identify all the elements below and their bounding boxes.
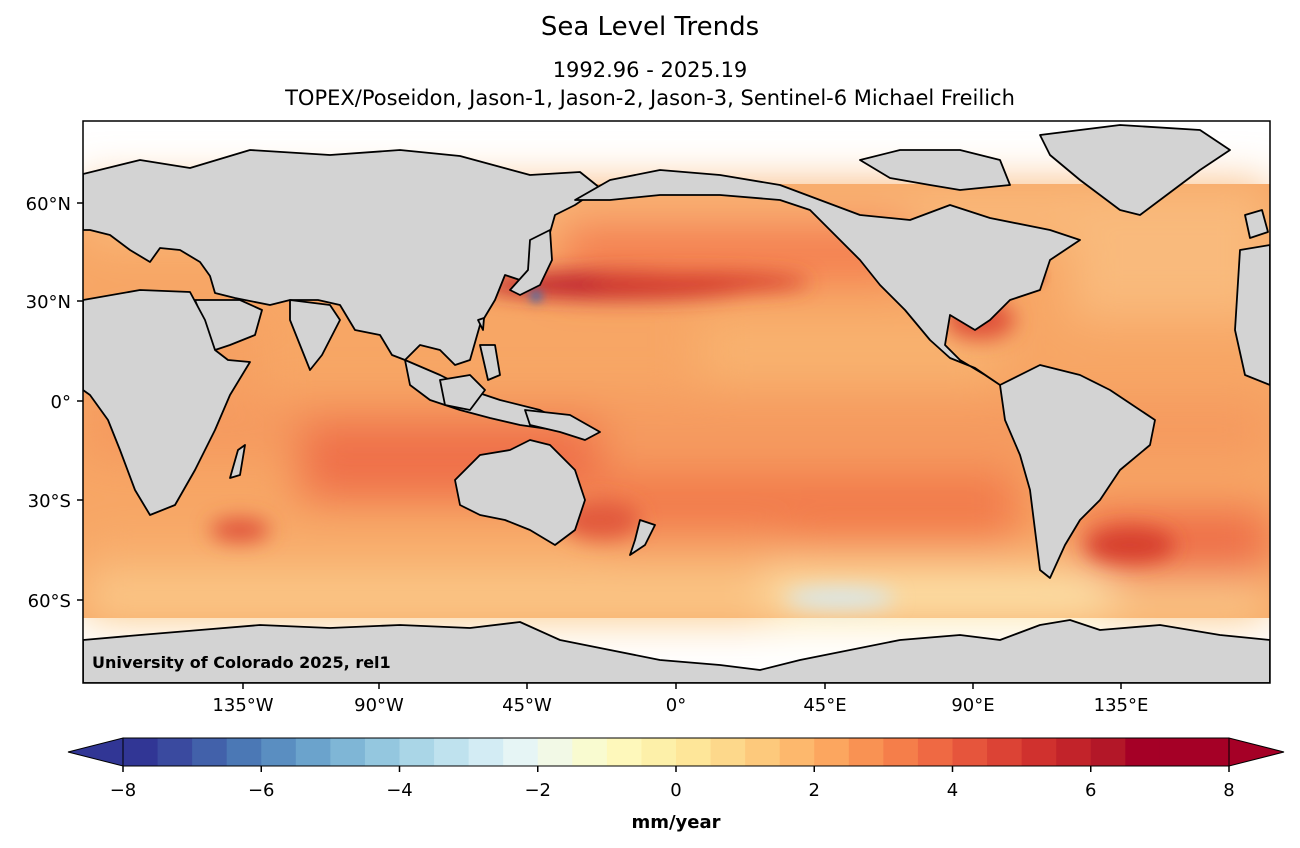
colorbar-segment (295, 738, 331, 766)
colorbar-segment (537, 738, 573, 766)
colorbar-segment (123, 738, 159, 766)
landmass-japan (509, 229, 553, 296)
colorbar-segment (364, 738, 401, 766)
colorbar-segment (987, 738, 1023, 766)
lon-tick-label: 135°W (212, 695, 273, 716)
land-masses (83, 124, 1270, 683)
landmass-north-america (574, 169, 1081, 386)
colorbar-tick-label: 2 (809, 780, 820, 801)
colorbar-segment (226, 738, 262, 766)
colorbar (67, 737, 1285, 767)
colorbar-segment (572, 738, 608, 766)
colorbar-segment (468, 738, 504, 766)
landmass-antarctica (83, 619, 1270, 683)
landmass-taiwan (477, 317, 485, 331)
colorbar-segment (710, 738, 746, 766)
landmass-madagascar (229, 444, 246, 479)
landmass-europe-east-edge (1234, 244, 1270, 386)
colorbar-ticks: −8 −6 −4 −2 0 2 4 6 8 (110, 766, 1235, 801)
colorbar-extend-min (67, 737, 124, 767)
colorbar-extend-max (1228, 737, 1285, 767)
colorbar-label: mm/year (631, 812, 720, 833)
chart-title: Sea Level Trends (540, 12, 760, 42)
longitude-ticks: 135°W 90°W 45°W 0° 45°E 90°E 135°E (212, 683, 1148, 716)
landmass-south-america (999, 364, 1156, 579)
colorbar-segment (1194, 738, 1230, 766)
latitude-ticks: 60°N 30°N 0° 30°S 60°S (26, 194, 83, 612)
landmass-india (289, 299, 341, 371)
colorbar-tick-label: −4 (386, 780, 413, 801)
colorbar-segment (676, 738, 712, 766)
map-layers (83, 124, 1270, 683)
colorbar-segment (1021, 738, 1057, 766)
colorbar-tick-label: 0 (670, 780, 681, 801)
lon-tick-label: 135°E (1094, 695, 1149, 716)
lon-tick-label: 90°E (951, 695, 994, 716)
lon-tick-label: 90°W (354, 695, 404, 716)
colorbar-tick-label: 4 (947, 780, 958, 801)
colorbar-segment (745, 738, 781, 766)
landmass-new-guinea (524, 409, 601, 441)
landmass-africa (83, 289, 251, 516)
colorbar-tick-label: 8 (1223, 780, 1234, 801)
landmass-arctic-islands (859, 149, 1011, 191)
lon-tick-label: 45°W (502, 695, 552, 716)
colorbar-segment (917, 738, 954, 766)
landmass-australia (454, 439, 586, 546)
lat-tick-label: 60°S (28, 591, 71, 612)
chart-subtitle-period: 1992.96 - 2025.19 (552, 58, 748, 82)
colorbar-segment (192, 738, 228, 766)
landmass-greenland (1039, 124, 1231, 216)
colorbar-segment (399, 738, 435, 766)
landmass-philippines (479, 344, 501, 381)
colorbar-tick-label: −6 (248, 780, 275, 801)
landmass-british-isles (1244, 209, 1269, 239)
colorbar-segment (814, 738, 850, 766)
colorbar-segment (1125, 738, 1161, 766)
lat-tick-label: 30°N (26, 292, 71, 313)
colorbar-segment (157, 738, 193, 766)
lat-tick-label: 0° (51, 392, 71, 413)
landmass-borneo (439, 374, 486, 411)
lon-tick-label: 45°E (803, 695, 846, 716)
colorbar-tick-label: −8 (110, 780, 137, 801)
colorbar-segment (261, 738, 297, 766)
colorbar-segment (606, 738, 643, 766)
colorbar-segment (848, 738, 884, 766)
colorbar-tick-label: 6 (1085, 780, 1096, 801)
colorbar-segment (883, 738, 919, 766)
lon-tick-label: 0° (666, 695, 686, 716)
colorbar-segment (779, 738, 815, 766)
colorbar-segment (1090, 738, 1126, 766)
landmass-eurasia (83, 149, 601, 366)
colorbar-tick-label: −2 (524, 780, 551, 801)
colorbar-segment (330, 738, 366, 766)
credit-text: University of Colorado 2025, rel1 (92, 653, 391, 672)
colorbar-segment (503, 738, 539, 766)
colorbar-segment (641, 738, 677, 766)
colorbar-segment (952, 738, 988, 766)
chart-subtitle-missions: TOPEX/Poseidon, Jason-1, Jason-2, Jason-… (285, 86, 1015, 110)
lat-tick-label: 60°N (26, 194, 71, 215)
colorbar-segment (1056, 738, 1092, 766)
colorbar-segment (434, 738, 470, 766)
colorbar-segment (1159, 738, 1196, 766)
lat-tick-label: 30°S (28, 491, 71, 512)
landmass-new-zealand (629, 519, 656, 556)
